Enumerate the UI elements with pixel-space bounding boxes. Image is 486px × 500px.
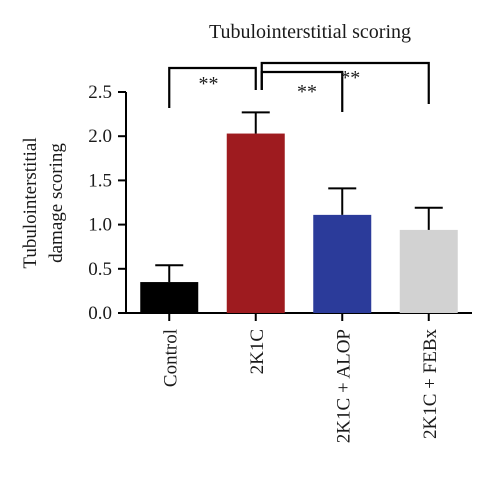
x-tick-label: 2K1C + ALOP [333, 329, 354, 443]
x-tick-label: Control [160, 329, 181, 387]
chart-title: Tubulointerstitial scoring [209, 21, 411, 43]
bar [140, 282, 199, 313]
y-tick-label: 0.5 [88, 259, 112, 280]
significance-label: ** [199, 73, 219, 95]
bar [313, 214, 372, 313]
significance-label: ** [297, 81, 317, 103]
y-axis-label-line-1: Tubulointerstitial [20, 137, 41, 268]
y-tick-label: 0.0 [88, 303, 112, 324]
y-tick-label: 2.0 [88, 126, 112, 147]
plot-area: 0.0 0.5 1.0 1.5 2.0 2.5 Control 2K1C 2K1C + ALOP… [88, 61, 472, 443]
x-tick-label: 2K1C + FEBx [420, 329, 441, 439]
bar [226, 133, 285, 313]
bar [399, 229, 458, 313]
y-tick-label: 1.5 [88, 170, 112, 191]
significance-bracket [168, 66, 257, 108]
y-axis-label-line-2: damage scoring [46, 143, 67, 263]
significance-bracket [260, 61, 430, 104]
significance-label: ** [340, 67, 360, 89]
y-tick-label: 1.0 [88, 215, 112, 236]
y-axis-label: Tubulointerstitial damage scoring [20, 137, 67, 268]
x-tick-label: 2K1C [247, 329, 268, 374]
y-tick-label: 2.5 [88, 82, 112, 103]
